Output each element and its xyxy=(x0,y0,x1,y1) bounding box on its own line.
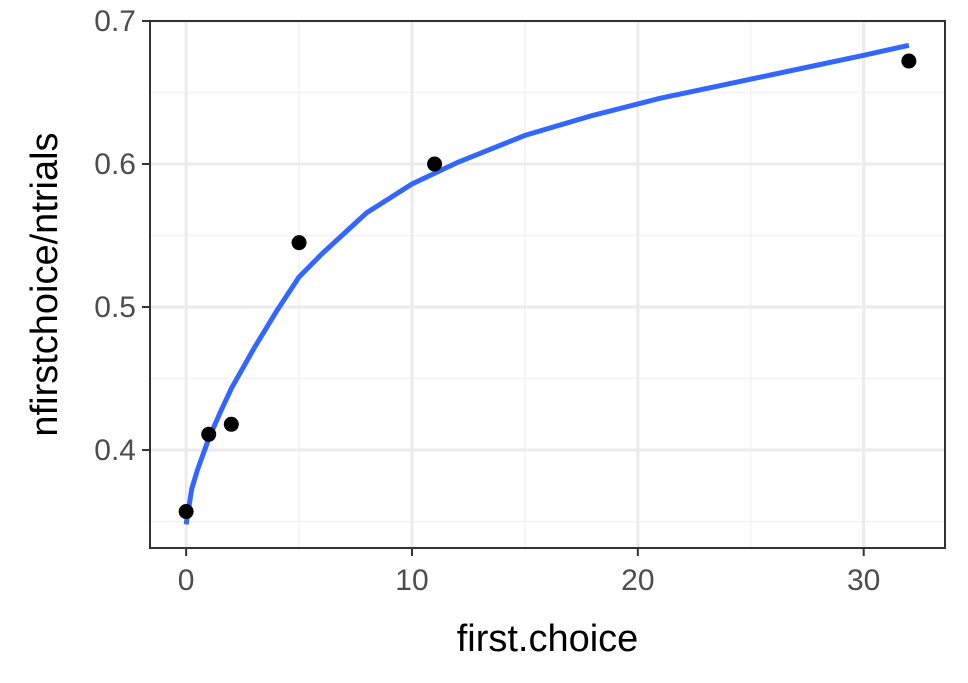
x-axis-title: first.choice xyxy=(457,618,639,660)
minor-gridlines xyxy=(150,21,945,548)
major-gridlines xyxy=(150,19,945,548)
x-tick-label: 30 xyxy=(847,564,880,597)
y-axis-title: nfirstchoice/ntrials xyxy=(24,132,66,436)
data-point xyxy=(178,504,194,520)
data-point xyxy=(901,53,917,69)
fit-line xyxy=(183,42,910,525)
fit-layer xyxy=(183,42,910,525)
points-layer xyxy=(178,53,917,520)
x-tick-label: 10 xyxy=(395,564,428,597)
y-tick-label: 0.6 xyxy=(94,148,136,181)
y-tick-label: 0.4 xyxy=(94,434,136,467)
y-tick-label: 0.5 xyxy=(94,291,136,324)
data-point xyxy=(291,235,307,251)
panel-border xyxy=(149,20,946,549)
x-tick-label: 20 xyxy=(621,564,654,597)
x-axis-ticks: 0 10 20 30 xyxy=(178,548,880,597)
y-tick-label: 0.7 xyxy=(94,5,136,38)
x-tick-label: 0 xyxy=(178,564,195,597)
data-point xyxy=(201,426,217,442)
data-point xyxy=(427,156,443,172)
data-point xyxy=(223,416,239,432)
y-axis-ticks: 0.4 0.5 0.6 0.7 xyxy=(94,5,150,467)
